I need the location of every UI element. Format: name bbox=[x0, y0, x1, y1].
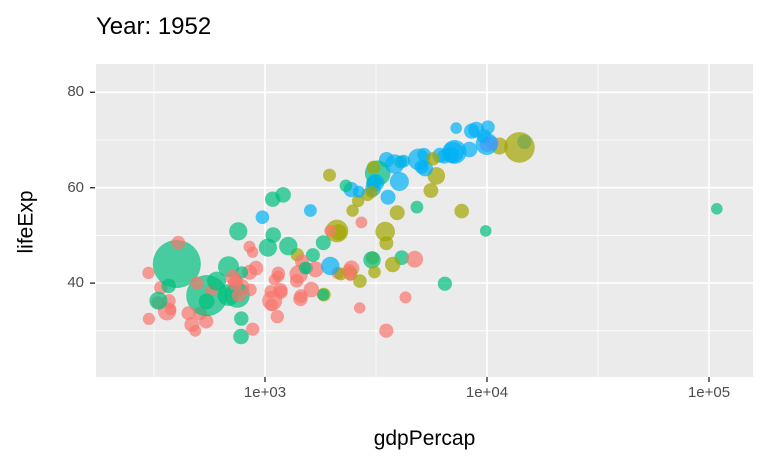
data-point bbox=[379, 323, 394, 338]
data-point bbox=[234, 311, 249, 326]
data-point bbox=[344, 268, 357, 281]
x-tick-label: 1e+03 bbox=[243, 384, 287, 401]
data-point bbox=[270, 309, 284, 324]
data-point bbox=[353, 274, 367, 288]
data-point bbox=[246, 322, 260, 336]
y-axis-title: lifeExp bbox=[14, 190, 38, 254]
data-point bbox=[351, 194, 365, 208]
data-point bbox=[190, 276, 204, 290]
data-point bbox=[255, 210, 270, 224]
data-point bbox=[354, 302, 366, 314]
data-point bbox=[231, 288, 246, 303]
data-point bbox=[368, 265, 381, 279]
data-point bbox=[423, 183, 439, 198]
data-point bbox=[410, 200, 424, 214]
data-point bbox=[479, 225, 492, 237]
data-point bbox=[171, 235, 186, 250]
data-point bbox=[380, 189, 396, 205]
data-point bbox=[142, 312, 155, 325]
data-point bbox=[227, 275, 243, 291]
data-point bbox=[363, 251, 381, 269]
x-axis-title: gdpPercap bbox=[373, 427, 476, 450]
data-point bbox=[426, 152, 440, 166]
data-point bbox=[442, 139, 467, 164]
plot-title: Year: 1952 bbox=[96, 13, 212, 40]
data-point bbox=[339, 179, 353, 193]
data-point bbox=[307, 261, 324, 278]
y-tick-label: 60 bbox=[67, 178, 84, 196]
points-layer bbox=[142, 120, 723, 345]
data-point bbox=[233, 328, 249, 345]
data-point bbox=[229, 222, 248, 241]
data-point bbox=[279, 236, 298, 256]
x-tick-label: 1e+05 bbox=[687, 384, 731, 401]
data-point bbox=[375, 221, 396, 242]
data-point bbox=[317, 288, 330, 301]
data-point bbox=[303, 281, 320, 298]
data-point bbox=[207, 271, 227, 291]
data-point bbox=[246, 246, 259, 258]
data-point bbox=[152, 240, 201, 288]
data-point bbox=[475, 132, 498, 155]
data-point bbox=[244, 283, 257, 297]
data-point bbox=[149, 291, 168, 310]
data-point bbox=[298, 261, 312, 275]
data-point bbox=[352, 185, 365, 198]
y-tick-label: 40 bbox=[67, 274, 84, 292]
x-tick-label: 1e+04 bbox=[465, 384, 509, 401]
data-point bbox=[275, 187, 291, 203]
data-point bbox=[365, 185, 378, 199]
data-point bbox=[406, 250, 424, 268]
data-point bbox=[384, 154, 405, 174]
data-point bbox=[355, 216, 368, 229]
data-point bbox=[258, 238, 277, 257]
data-point bbox=[262, 290, 283, 311]
data-point bbox=[504, 132, 535, 163]
data-point bbox=[366, 160, 381, 174]
data-point bbox=[464, 123, 480, 139]
data-point bbox=[414, 159, 429, 174]
data-point bbox=[454, 203, 470, 219]
data-point bbox=[305, 248, 320, 263]
data-point bbox=[181, 306, 196, 321]
data-point bbox=[437, 276, 452, 291]
data-point bbox=[324, 224, 337, 237]
data-point bbox=[385, 256, 401, 273]
data-point bbox=[323, 168, 336, 182]
data-point bbox=[389, 205, 405, 221]
data-point bbox=[315, 235, 331, 251]
data-point bbox=[304, 204, 317, 217]
data-point bbox=[346, 204, 359, 217]
y-tick-label: 80 bbox=[67, 83, 84, 101]
data-point bbox=[450, 122, 463, 134]
data-point bbox=[198, 293, 215, 310]
data-point bbox=[271, 266, 286, 281]
data-point bbox=[389, 172, 409, 191]
data-point bbox=[481, 120, 495, 135]
data-point bbox=[399, 291, 412, 304]
data-point bbox=[321, 256, 340, 276]
data-point bbox=[184, 317, 200, 333]
data-point bbox=[142, 266, 155, 280]
data-point bbox=[711, 203, 723, 215]
